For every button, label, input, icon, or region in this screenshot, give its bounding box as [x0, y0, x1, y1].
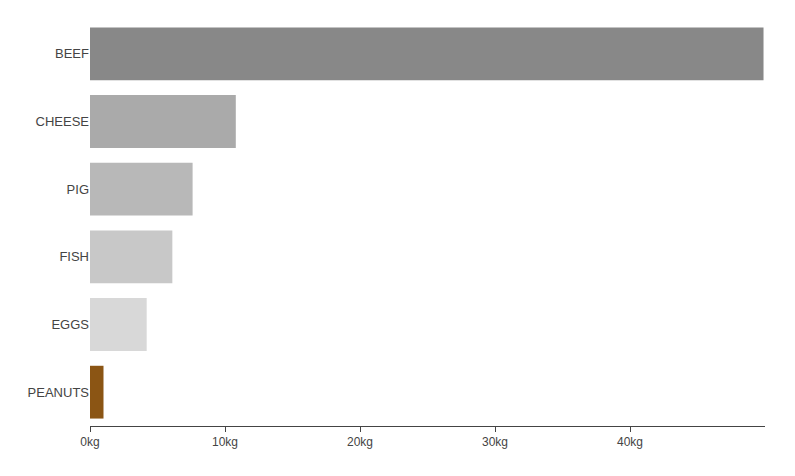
- svg-text:BEEF: BEEF: [55, 46, 89, 61]
- svg-text:10kg: 10kg: [212, 435, 238, 449]
- svg-text:PIG: PIG: [67, 182, 89, 197]
- svg-text:EGGS: EGGS: [51, 317, 89, 332]
- svg-text:30kg: 30kg: [482, 435, 508, 449]
- svg-text:FISH: FISH: [59, 249, 89, 264]
- svg-text:PEANUTS: PEANUTS: [28, 385, 90, 400]
- svg-text:40kg: 40kg: [617, 435, 643, 449]
- svg-text:0kg: 0kg: [80, 435, 99, 449]
- svg-text:20kg: 20kg: [347, 435, 373, 449]
- svg-text:CHEESE: CHEESE: [36, 114, 90, 129]
